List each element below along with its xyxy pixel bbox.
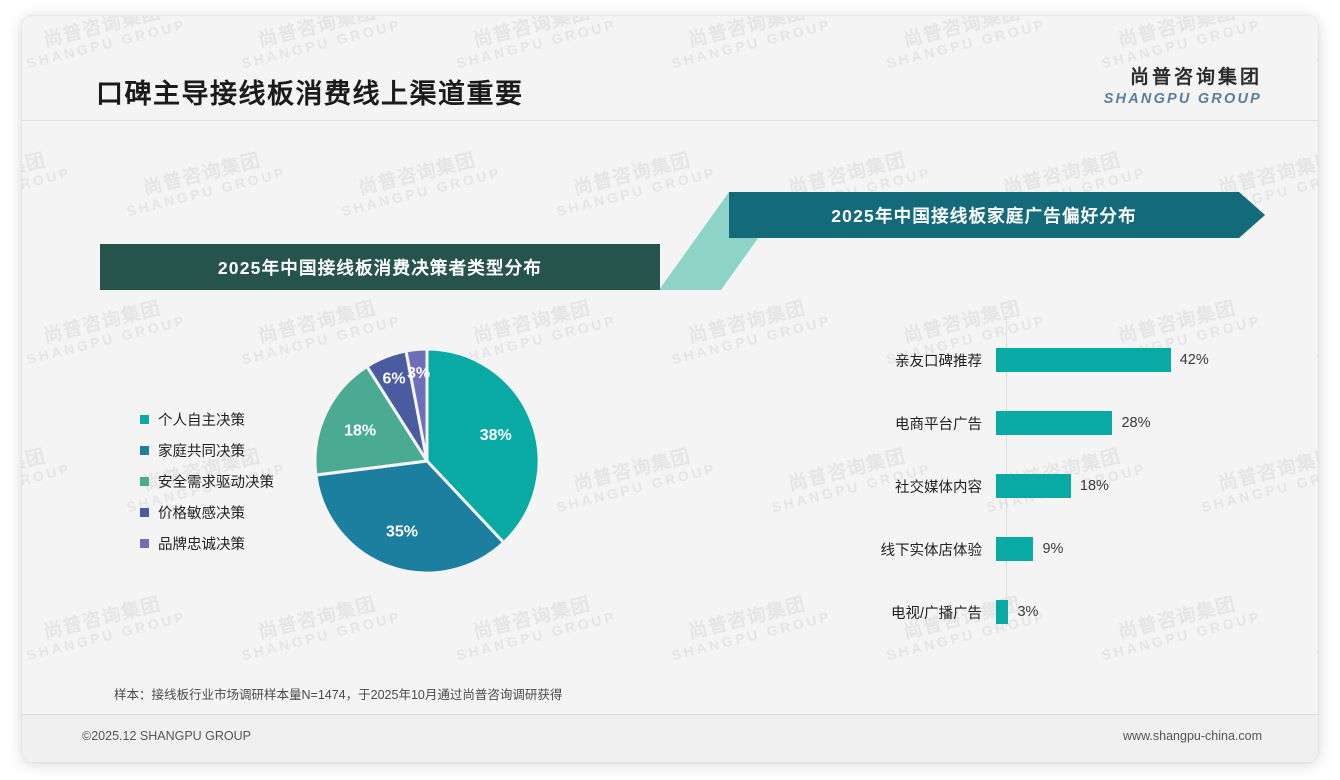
footnote-text: 样本：接线板行业市场调研样本量N=1474，于2025年10月通过尚普咨询调研获…	[114, 688, 563, 702]
legend-swatch-icon	[140, 477, 149, 486]
pie-legend-item[interactable]: 家庭共同决策	[140, 435, 274, 466]
legend-swatch-icon	[140, 508, 149, 517]
pie-slice-label: 3%	[407, 365, 430, 382]
legend-swatch-icon	[140, 446, 149, 455]
pie-slice-label: 18%	[344, 423, 376, 440]
pie-legend-item[interactable]: 价格敏感决策	[140, 497, 274, 528]
bar-value-label: 42%	[1179, 352, 1209, 368]
pie-legend-label: 价格敏感决策	[158, 506, 245, 522]
pie-slice-label: 6%	[382, 371, 405, 388]
bar-category-label: 电视/广播广告	[890, 605, 982, 622]
bar-value-label: 18%	[1079, 478, 1109, 494]
pie-legend-item[interactable]: 安全需求驱动决策	[140, 466, 274, 497]
bar-value-label: 9%	[1042, 541, 1064, 557]
banner-right-arrow-icon	[1239, 192, 1265, 238]
bar-chart-row[interactable]: 亲友口碑推荐 42%	[729, 348, 1249, 372]
pie-slice[interactable]	[314, 459, 506, 575]
pie-slice[interactable]	[313, 364, 430, 477]
footer-website: www.shangpu-china.com	[1123, 729, 1262, 743]
banner-decision-maker: 2025年中国接线板消费决策者类型分布	[100, 244, 660, 290]
logo-text-en: SHANGPU GROUP	[1103, 91, 1262, 107]
bar-fill[interactable]	[996, 474, 1071, 498]
legend-swatch-icon	[140, 415, 149, 424]
page-title: 口碑主导接线板消费线上渠道重要	[96, 79, 524, 109]
bar-chart-panel: 亲友口碑推荐 42% 电商平台广告 28% 社交媒体内容 18% 线下实体店体验 9% 电视/广…	[729, 306, 1249, 646]
pie-legend-label: 家庭共同决策	[158, 444, 245, 460]
banner-left-label: 2025年中国接线板消费决策者类型分布	[217, 257, 543, 278]
bar-chart-row[interactable]: 电视/广播广告 3%	[729, 600, 1249, 624]
pie-legend-label: 个人自主决策	[158, 413, 245, 429]
pie-chart-svg: 38% 35% 18% 6% 3%	[313, 347, 541, 575]
pie-legend-item[interactable]: 品牌忠诚决策	[140, 528, 274, 559]
banner-right-label: 2025年中国接线板家庭广告偏好分布	[831, 205, 1137, 226]
bar-chart-row[interactable]: 线下实体店体验 9%	[729, 537, 1249, 561]
bar-value-label: 28%	[1121, 415, 1151, 431]
pie-slice-label: 35%	[386, 524, 418, 541]
bar-category-label: 电商平台广告	[895, 416, 982, 433]
bar-fill[interactable]	[996, 411, 1113, 435]
slide-header: 口碑主导接线板消费线上渠道重要 尚普咨询集团 SHANGPU GROUP	[22, 16, 1318, 116]
pie-slice[interactable]	[425, 347, 541, 545]
bar-fill[interactable]	[996, 600, 1009, 624]
pie-legend-item[interactable]: 个人自主决策	[140, 404, 274, 435]
slide-footer: ©2025.12 SHANGPU GROUP www.shangpu-china…	[22, 715, 1318, 762]
footer-copyright: ©2025.12 SHANGPU GROUP	[82, 729, 251, 743]
header-divider	[22, 120, 1318, 121]
bar-chart-axis	[1006, 316, 1007, 626]
pie-chart: 38% 35% 18% 6% 3%	[307, 326, 547, 591]
pie-legend-label: 品牌忠诚决策	[158, 537, 245, 553]
slide-card: 尚普咨询集团 SHANGPU GROUP 尚普咨询集团 SHANGPU GROUP 尚普…	[22, 16, 1318, 762]
bar-fill[interactable]	[996, 348, 1171, 372]
bar-chart-row[interactable]: 社交媒体内容 18%	[729, 474, 1249, 498]
pie-legend: 个人自主决策 家庭共同决策安全需求驱动决策 价格敏感决策 品牌忠诚决策	[140, 404, 274, 559]
logo-text-cn: 尚普咨询集团	[1129, 67, 1262, 88]
bar-chart-row[interactable]: 电商平台广告 28%	[729, 411, 1249, 435]
bar-category-label: 亲友口碑推荐	[895, 353, 982, 370]
footer-divider	[22, 714, 1318, 715]
banner-ad-preference: 2025年中国接线板家庭广告偏好分布	[729, 192, 1239, 238]
pie-slice[interactable]	[404, 347, 429, 462]
pie-slice-label: 38%	[480, 427, 512, 444]
pie-legend-label: 安全需求驱动决策	[158, 475, 274, 491]
brand-logo: 尚普咨询集团 SHANGPU GROUP	[1104, 62, 1262, 107]
bar-category-label: 社交媒体内容	[895, 479, 982, 496]
legend-swatch-icon	[140, 539, 149, 548]
bar-fill[interactable]	[996, 537, 1034, 561]
bar-value-label: 3%	[1017, 604, 1039, 620]
pie-chart-panel: 个人自主决策 家庭共同决策安全需求驱动决策 价格敏感决策 品牌忠诚决策 38% 35% 1…	[100, 316, 660, 646]
bar-category-label: 线下实体店体验	[880, 542, 983, 559]
